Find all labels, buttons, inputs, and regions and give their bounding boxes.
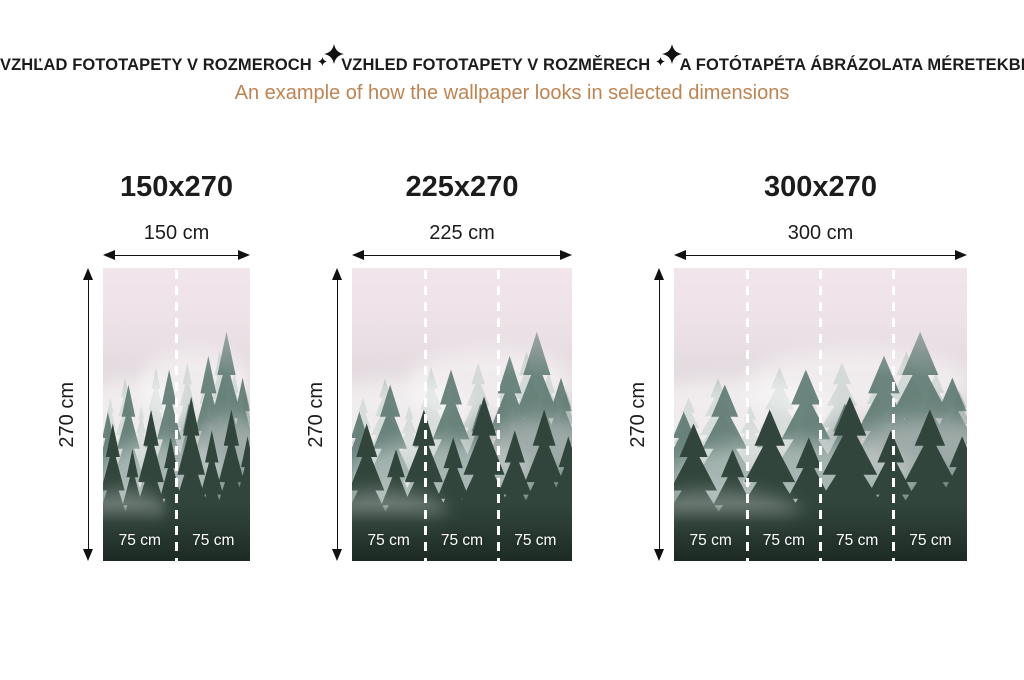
wallpaper-preview-image: 75 cm 75 cm 75 cm 75 cm (674, 268, 967, 561)
subtitle: An example of how the wallpaper looks in… (234, 82, 790, 104)
wallpaper-strip: 75 cm (499, 268, 572, 561)
header-part: VZHĽAD FOTOTAPETY V ROZMEROCH (0, 56, 312, 74)
height-measure: 270 cm (56, 268, 103, 561)
height-arrow (331, 268, 343, 561)
wallpaper-strip: 75 cm (425, 268, 501, 561)
dimension-panel-225x270: 225x270 225 cm 270 cm 75 cm 75 cm 75 cm (305, 171, 572, 561)
arrow-line (658, 271, 661, 558)
arrow-right-head (560, 250, 572, 260)
strip-width-label: 75 cm (118, 531, 161, 549)
strip-width-label: 75 cm (909, 531, 952, 549)
panel-title: 225x270 (405, 171, 519, 203)
strip-width-label: 75 cm (440, 531, 484, 549)
panel-strips: 75 cm 75 cm (103, 268, 250, 561)
width-arrow (103, 249, 250, 262)
strip-width-label: 75 cm (367, 531, 410, 549)
arrow-line (87, 271, 90, 558)
width-arrow (352, 249, 572, 262)
wallpaper-strip: 75 cm (674, 268, 750, 561)
panel-strips: 75 cm 75 cm 75 cm 75 cm (674, 268, 967, 561)
dimension-panels: 150x270 150 cm 270 cm 75 cm 75 cm 225x270… (0, 173, 1024, 561)
width-arrow (674, 249, 967, 262)
panel-title: 150x270 (120, 171, 233, 203)
dimension-panel-150x270: 150x270 150 cm 270 cm 75 cm 75 cm (56, 171, 250, 561)
height-arrow (653, 268, 665, 561)
wallpaper-strip: 75 cm (177, 268, 251, 561)
width-label: 225 cm (429, 222, 495, 244)
arrow-bottom-head (83, 549, 93, 561)
wallpaper-dimensions-infographic: VZHĽAD FOTOTAPETY V ROZMEROCH VZHLED FOT… (0, 44, 1024, 561)
arrow-line (355, 254, 569, 257)
arrow-bottom-head (332, 549, 342, 561)
arrow-right-head (238, 250, 250, 260)
header-line: VZHĽAD FOTOTAPETY V ROZMEROCH VZHLED FOT… (0, 44, 1024, 76)
strip-width-label: 75 cm (514, 531, 557, 549)
header-part: A FOTÓTAPÉTA ÁBRÁZOLATA MÉRETEKBEN (679, 56, 1024, 74)
wallpaper-strip: 75 cm (894, 268, 967, 561)
sparkle-icon (655, 44, 682, 72)
wallpaper-strip: 75 cm (352, 268, 428, 561)
height-label: 270 cm (305, 381, 327, 448)
strip-width-label: 75 cm (689, 531, 732, 549)
wallpaper-strip: 75 cm (747, 268, 823, 561)
wallpaper-preview-image: 75 cm 75 cm 75 cm (352, 268, 572, 561)
height-arrow (82, 268, 94, 561)
arrow-line (677, 254, 964, 257)
panel-title: 300x270 (764, 171, 877, 203)
arrow-bottom-head (654, 549, 664, 561)
strip-width-label: 75 cm (192, 531, 235, 549)
dimension-panel-300x270: 300x270 300 cm 270 cm 75 cm 75 cm 75 cm 75 … (627, 171, 967, 561)
arrow-line (336, 271, 339, 558)
height-label: 270 cm (56, 381, 78, 448)
strip-width-label: 75 cm (762, 531, 805, 549)
wallpaper-strip: 75 cm (103, 268, 178, 561)
sparkle-icon (317, 44, 344, 72)
width-label: 300 cm (787, 222, 854, 244)
header-part: VZHLED FOTOTAPETY V ROZMĚRECH (341, 56, 651, 74)
wallpaper-strip: 75 cm (821, 268, 896, 561)
width-label: 150 cm (143, 222, 210, 244)
panel-strips: 75 cm 75 cm 75 cm (352, 268, 572, 561)
height-measure: 270 cm (627, 268, 674, 561)
wallpaper-preview-image: 75 cm 75 cm (103, 268, 250, 561)
arrow-right-head (955, 250, 967, 260)
arrow-line (106, 254, 247, 257)
strip-width-label: 75 cm (836, 531, 879, 549)
height-label: 270 cm (627, 381, 649, 448)
height-measure: 270 cm (305, 268, 352, 561)
